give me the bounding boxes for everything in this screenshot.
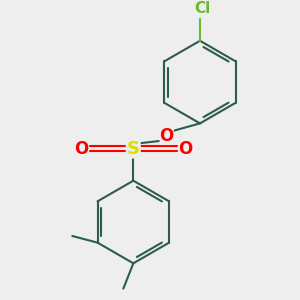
Text: S: S — [127, 140, 140, 158]
Text: Cl: Cl — [194, 1, 210, 16]
Text: O: O — [74, 140, 88, 158]
Text: O: O — [178, 140, 192, 158]
Text: O: O — [160, 127, 174, 145]
